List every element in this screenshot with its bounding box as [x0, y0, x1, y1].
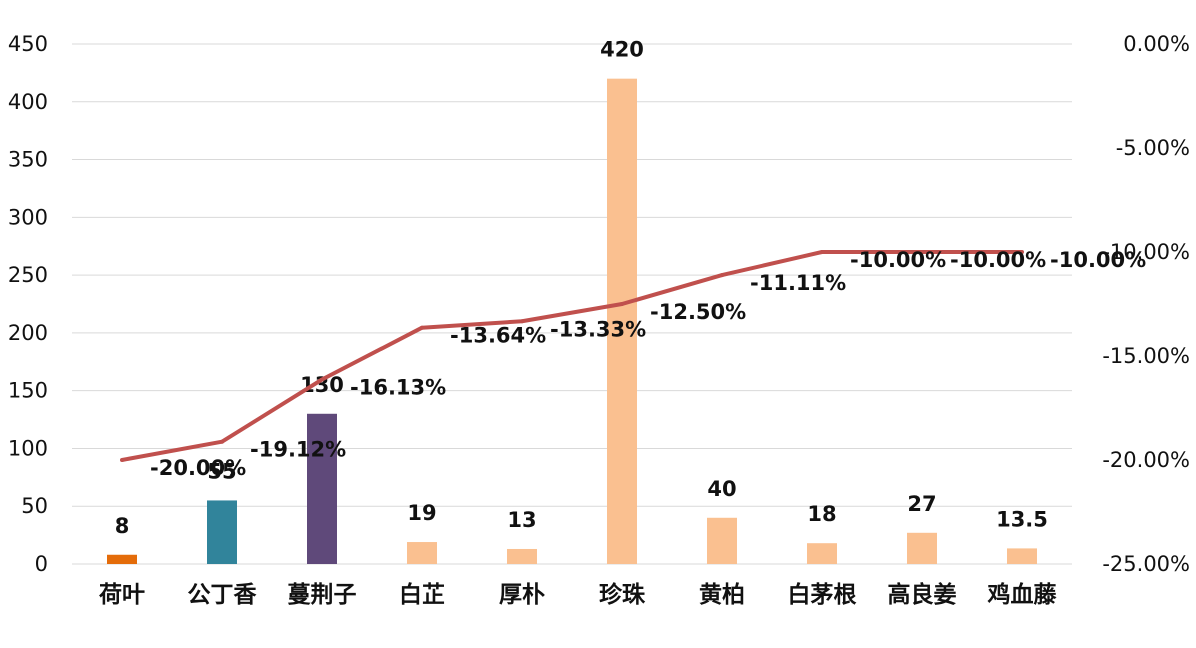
bar-data-label: 420 [600, 38, 644, 62]
left-tick-label: 100 [8, 436, 48, 460]
line-point [720, 273, 724, 278]
bar [607, 78, 637, 565]
bar-data-label: 55 [207, 459, 236, 483]
right-tick-label: 0.00% [1123, 32, 1190, 56]
bar-data-label: 18 [807, 502, 836, 526]
left-y-axis: 0 50 100 150 200 250 300 350 400 450 [8, 32, 48, 576]
line-data-labels: -20.00%-19.12% -16.13% -13.64% -13.33%-12.5… [150, 248, 1146, 480]
bar-data-label: 40 [707, 477, 736, 501]
left-tick-label: 450 [8, 32, 48, 56]
bar-data-label: 130 [300, 373, 344, 397]
category-label: 高良姜 [888, 581, 957, 608]
right-tick-label: -5.00% [1116, 136, 1190, 160]
category-label: 厚朴 [499, 582, 545, 608]
left-tick-label: 300 [8, 205, 48, 229]
bar [207, 500, 237, 564]
bar-data-label: 27 [907, 492, 936, 516]
line-data-label: -11.11% [750, 271, 846, 295]
category-label: 公丁香 [188, 582, 258, 608]
right-y-axis: -25.00% -20.00% -15.00% -10.00% -5.00% 0.00% [1102, 32, 1190, 576]
category-label: 珍珠 [599, 581, 646, 608]
bar-series [107, 78, 1037, 565]
left-tick-label: 200 [8, 321, 48, 345]
bar-data-labels: 8 55 130 19 13 420 40 18 27 13.5 [115, 38, 1048, 538]
bar-data-label: 13.5 [996, 507, 1048, 531]
line-point [1020, 250, 1024, 254]
line-data-label: -13.33% [550, 317, 646, 341]
line-point [320, 377, 324, 382]
line-data-label: -19.12% [250, 438, 346, 462]
right-tick-label: -15.00% [1102, 344, 1190, 368]
bar [707, 517, 737, 564]
left-tick-label: 250 [8, 263, 48, 287]
bar [307, 413, 337, 564]
category-label: 鸡血藤 [987, 581, 1058, 608]
bar-data-label: 13 [507, 508, 536, 532]
bar [807, 543, 837, 564]
bar-data-label: 8 [115, 514, 130, 538]
line-data-label: -16.13% [350, 376, 446, 400]
bar [407, 542, 437, 564]
line-point [120, 458, 124, 462]
line-point [220, 439, 224, 444]
category-label: 荷叶 [99, 582, 145, 608]
category-label: 蔓荆子 [288, 582, 357, 608]
line-path [121, 250, 1022, 462]
right-tick-label: -25.00% [1102, 552, 1190, 576]
line-data-label: -12.50% [650, 300, 746, 324]
bar [907, 532, 937, 564]
right-tick-label: -10.00% [1102, 240, 1190, 264]
left-tick-label: 350 [8, 148, 48, 172]
x-axis-category-labels: 荷叶 公丁香 蔓荆子 白芷 厚朴 珍珠 黄柏 白茅根 高良姜 鸡血藤 [99, 581, 1058, 608]
line-point [920, 250, 924, 254]
bar [507, 548, 537, 564]
left-tick-label: 50 [21, 494, 48, 518]
line-point [520, 319, 524, 324]
line-point [820, 250, 824, 254]
bar-data-label: 19 [407, 501, 436, 525]
line-data-label: -10.00% [950, 248, 1046, 272]
line-point [420, 325, 424, 330]
left-tick-label: 400 [8, 90, 48, 114]
category-label: 黄柏 [699, 582, 745, 608]
right-tick-label: -20.00% [1102, 448, 1190, 472]
bar [1007, 548, 1037, 564]
line-point [620, 302, 624, 306]
line-series [120, 250, 1024, 462]
line-data-label: -13.64% [450, 324, 546, 348]
line-data-label: -10.00% [1050, 248, 1146, 272]
gridlines [72, 43, 1072, 565]
left-tick-label: 150 [8, 379, 48, 403]
category-label: 白茅根 [788, 581, 857, 608]
line-data-label: -20.00% [150, 456, 246, 480]
bar [107, 554, 137, 564]
line-data-label: -10.00% [850, 248, 946, 272]
category-label: 白芷 [399, 581, 445, 608]
left-tick-label: 0 [35, 552, 48, 576]
